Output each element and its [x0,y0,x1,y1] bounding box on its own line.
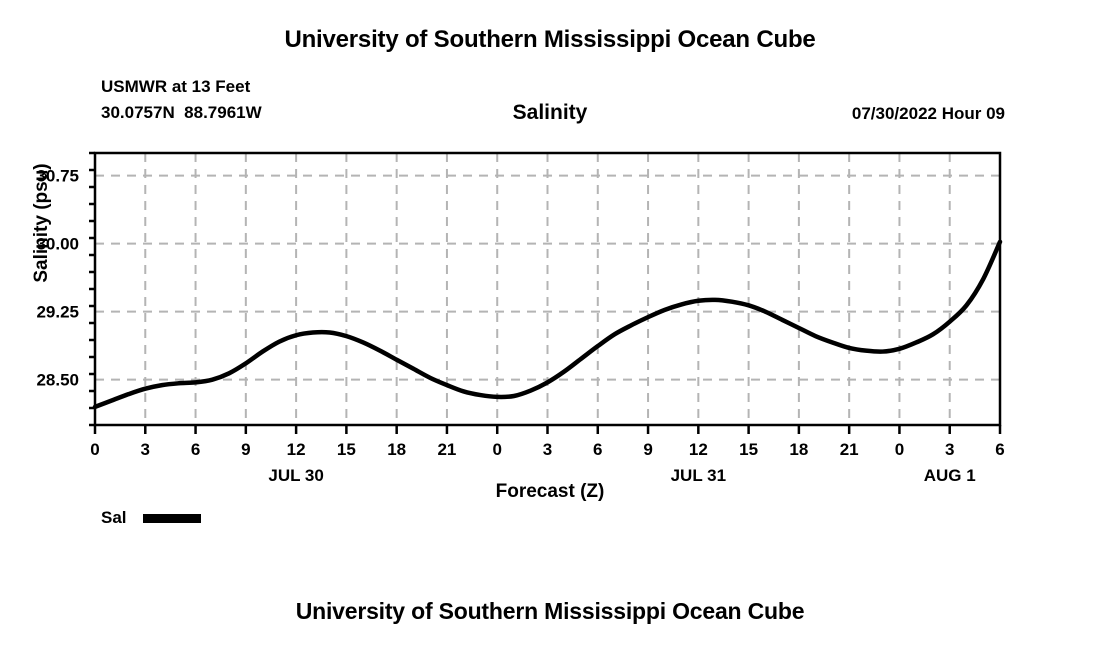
plot-frame [93,151,1002,427]
x-axis-ticks [93,425,1002,434]
y-tick-label: 30.75 [36,167,79,186]
y-axis-tick-labels: 28.50 29.25 30.00 30.75 [36,167,79,390]
page-title-top: University of Southern Mississippi Ocean… [284,26,816,53]
x-day-label: JUL 30 [268,466,323,485]
x-tick-label: 12 [689,440,708,459]
legend-swatch-sal [142,513,201,523]
station-info-block: USMWR at 13 Feet 30.0757N 88.7961W [101,74,262,126]
x-tick-label: 15 [337,440,356,459]
x-axis-day-labels: JUL 30 JUL 31 AUG 1 [268,466,975,485]
x-tick-label: 0 [895,440,904,459]
series-line-sal [92,239,1003,410]
x-tick-label: 3 [543,440,552,459]
x-tick-label: 0 [90,440,99,459]
y-tick-label: 29.25 [36,303,79,322]
x-tick-label: 0 [492,440,501,459]
x-tick-label: 6 [995,440,1004,459]
x-tick-label: 18 [387,440,406,459]
x-tick-label: 3 [945,440,954,459]
x-day-label: AUG 1 [924,466,976,485]
x-tick-label: 9 [643,440,652,459]
y-tick-label: 28.50 [36,371,79,390]
x-tick-label: 6 [593,440,602,459]
x-tick-label: 18 [789,440,808,459]
x-tick-label: 12 [287,440,306,459]
chart-gridlines [95,153,1000,425]
x-tick-label: 3 [141,440,150,459]
x-tick-label: 9 [241,440,250,459]
chart-legend: Sal [101,508,201,528]
coordinates-label: 30.0757N 88.7961W [101,103,262,122]
x-tick-label: 6 [191,440,200,459]
x-axis-title: Forecast (Z) [495,481,605,502]
x-tick-label: 21 [437,440,456,459]
x-day-label: JUL 31 [671,466,726,485]
chart-subtitle: Salinity [512,101,588,124]
y-tick-label: 30.00 [36,235,79,254]
page-title-bottom: University of Southern Mississippi Ocean… [295,598,805,624]
run-time-label: 07/30/2022 Hour 09 [851,104,1005,123]
station-label: USMWR at 13 Feet [101,77,251,96]
y-axis-title: Salinity (psu) [31,163,52,283]
x-axis-tick-labels: 0 3 6 9 12 15 18 21 0 3 6 9 12 15 18 21 0 3 6 [90,440,1004,459]
legend-label-sal: Sal [101,508,127,527]
x-tick-label: 15 [739,440,758,459]
x-tick-label: 21 [840,440,859,459]
